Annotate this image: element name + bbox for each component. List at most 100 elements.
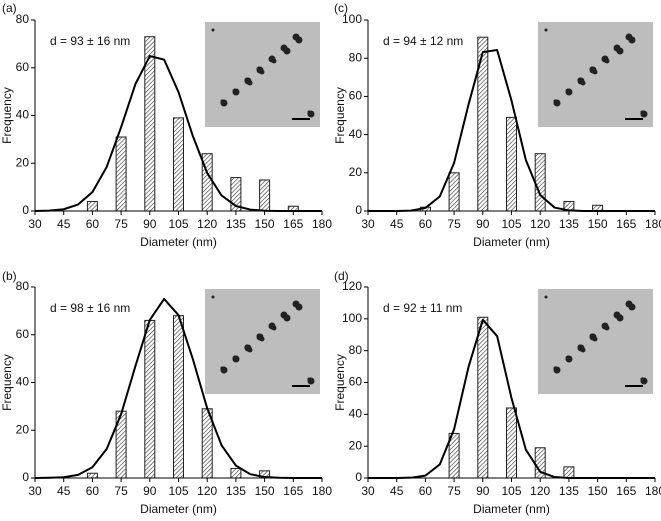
x-tick-label: 30 xyxy=(28,217,42,231)
x-tick-label: 105 xyxy=(168,217,188,231)
inset-image xyxy=(205,289,320,394)
x-tick-label: 45 xyxy=(390,484,404,498)
y-tick-label: 60 xyxy=(349,375,363,389)
annotation: d = 94 ± 12 nm xyxy=(383,34,463,48)
x-tick-label: 60 xyxy=(86,484,100,498)
x-tick-label: 45 xyxy=(57,217,71,231)
x-tick-label: 75 xyxy=(114,484,128,498)
x-tick-label: 135 xyxy=(226,217,246,231)
bar xyxy=(115,136,127,212)
inset-particle xyxy=(565,355,571,361)
bar xyxy=(506,116,517,212)
bar xyxy=(259,179,271,212)
inset-particle xyxy=(544,28,548,32)
inset-particle xyxy=(256,333,262,339)
inset-particle xyxy=(565,88,571,94)
bar xyxy=(477,316,489,479)
x-tick-label: 105 xyxy=(168,484,188,498)
x-tick-label: 165 xyxy=(283,217,303,231)
x-tick-label: 60 xyxy=(86,217,100,231)
x-tick-label: 75 xyxy=(447,484,461,498)
inset-particle xyxy=(613,311,621,319)
inset-image xyxy=(538,22,653,127)
x-tick-label: 180 xyxy=(312,484,332,498)
y-tick-label: 80 xyxy=(16,12,30,26)
inset-particle xyxy=(640,110,644,114)
inset-particle xyxy=(553,366,557,370)
inset-particle xyxy=(577,77,583,83)
x-tick-label: 90 xyxy=(143,484,157,498)
panel-label: (a) xyxy=(2,1,17,15)
inset-particle xyxy=(589,66,595,72)
y-tick-label: 40 xyxy=(349,407,363,421)
x-tick-label: 30 xyxy=(361,484,375,498)
y-tick-label: 100 xyxy=(342,12,362,26)
y-tick-label: 20 xyxy=(16,155,30,169)
y-tick-label: 20 xyxy=(349,438,363,452)
inset-particle xyxy=(589,333,595,339)
x-axis-label: Diameter (nm) xyxy=(140,235,217,249)
x-tick-label: 90 xyxy=(476,217,490,231)
panel-label: (c) xyxy=(334,1,348,15)
inset-particle xyxy=(220,99,224,103)
inset-particle xyxy=(280,44,288,52)
annotation: d = 98 ± 16 nm xyxy=(50,301,130,315)
y-tick-label: 120 xyxy=(342,279,362,293)
bar xyxy=(506,407,517,479)
x-tick-label: 180 xyxy=(645,217,661,231)
x-tick-label: 105 xyxy=(501,217,521,231)
inset-particle xyxy=(640,377,644,381)
inset-particle xyxy=(625,33,633,41)
y-tick-label: 20 xyxy=(349,165,363,179)
x-tick-label: 120 xyxy=(197,484,217,498)
bar xyxy=(534,153,546,212)
y-tick-label: 80 xyxy=(349,50,363,64)
y-tick-label: 60 xyxy=(16,60,30,74)
inset-particle xyxy=(601,55,609,63)
y-tick-label: 0 xyxy=(355,470,362,484)
inset-particle xyxy=(232,355,238,361)
x-tick-label: 165 xyxy=(283,484,303,498)
inset-particle xyxy=(292,300,300,308)
y-axis-label: Frequency xyxy=(0,87,14,144)
inset-particle xyxy=(268,322,276,330)
y-tick-label: 80 xyxy=(16,279,30,293)
inset-particle xyxy=(613,44,621,52)
inset-particle xyxy=(553,99,557,103)
y-tick-label: 80 xyxy=(349,343,363,357)
x-axis-label: Diameter (nm) xyxy=(473,502,550,516)
x-axis-label: Diameter (nm) xyxy=(473,235,550,249)
x-tick-label: 75 xyxy=(114,217,128,231)
x-tick-label: 135 xyxy=(226,484,246,498)
x-tick-label: 150 xyxy=(588,484,608,498)
x-tick-label: 150 xyxy=(255,217,275,231)
y-tick-label: 60 xyxy=(16,327,30,341)
bar xyxy=(86,200,98,212)
x-tick-label: 30 xyxy=(361,217,375,231)
x-tick-label: 60 xyxy=(419,217,433,231)
x-tick-label: 90 xyxy=(143,217,157,231)
annotation: d = 92 ± 11 nm xyxy=(383,301,462,315)
inset-particle xyxy=(211,28,215,32)
inset-particle xyxy=(577,344,583,350)
x-tick-label: 180 xyxy=(312,217,332,231)
x-tick-label: 45 xyxy=(57,484,71,498)
y-tick-label: 60 xyxy=(349,89,363,103)
inset-particle xyxy=(268,55,276,63)
bar xyxy=(563,466,575,479)
bar xyxy=(173,117,184,212)
inset-particle xyxy=(292,33,300,41)
inset-particle xyxy=(625,300,633,308)
y-tick-label: 0 xyxy=(355,203,362,217)
x-tick-label: 120 xyxy=(197,217,217,231)
bar xyxy=(230,467,242,479)
inset-image xyxy=(205,22,320,127)
panel-label: (d) xyxy=(334,269,349,283)
y-tick-label: 0 xyxy=(22,470,29,484)
inset-particle xyxy=(244,344,250,350)
y-tick-label: 0 xyxy=(22,203,29,217)
x-tick-label: 180 xyxy=(645,484,661,498)
x-tick-label: 165 xyxy=(616,484,636,498)
y-axis-label: Frequency xyxy=(333,354,347,411)
